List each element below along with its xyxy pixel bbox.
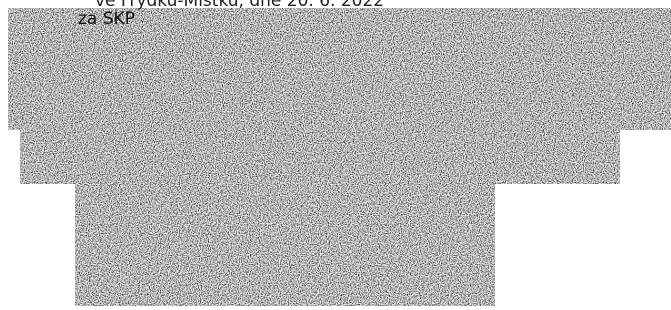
place-date: ve Frýdku-Místku, dne 20. 6. 2022 (95, 0, 384, 11)
noise-block-bottom (75, 170, 495, 306)
signature-label: za SKP (78, 9, 135, 29)
page: ve Frýdku-Místku, dne 20. 6. 2022 za SKP… (0, 0, 671, 310)
